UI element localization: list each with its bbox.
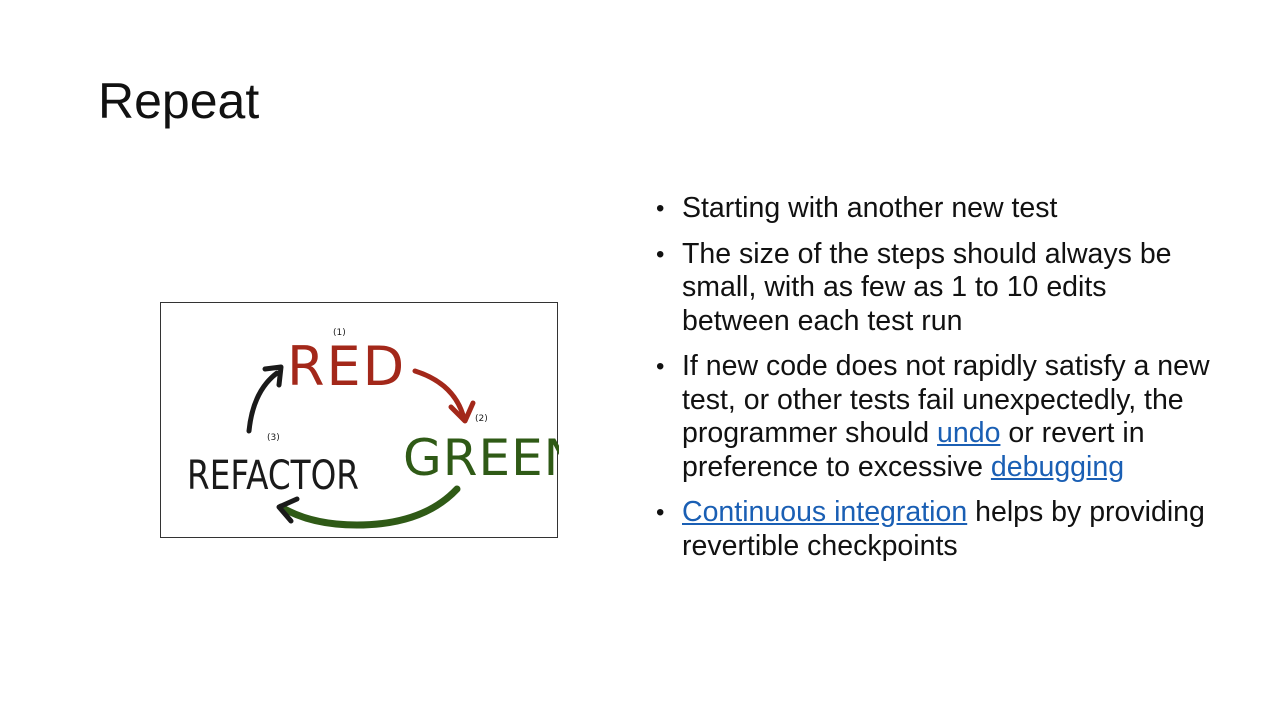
debugging-link[interactable]: debugging xyxy=(990,450,1125,483)
bullet-text: Starting with another new test xyxy=(682,192,1058,224)
bullet-item: • Continuous integration helps by provid… xyxy=(656,496,1216,563)
bullet-list: • Starting with another new test • The s… xyxy=(656,192,1216,575)
arrow-head-refactor xyxy=(276,496,300,524)
bullet-text: helps by providing revertible checkpoint… xyxy=(682,496,1205,562)
bullet-dot-icon: • xyxy=(656,195,665,222)
bullet-text: The size of the steps should always be s… xyxy=(682,237,1172,337)
arrow-head-green xyxy=(448,400,476,424)
tdd-cycle-diagram: (1) (2) (3) RED GREEN REFACTOR xyxy=(160,302,559,538)
step2-number: (2) xyxy=(475,414,488,424)
step1-label-red: RED xyxy=(287,335,406,398)
bullet-text: If new code does not rapidly satisfy a n… xyxy=(682,350,1210,449)
bullet-item: • The size of the steps should always be… xyxy=(656,238,1216,339)
step2-label-green: GREEN xyxy=(403,429,559,487)
bullet-dot-icon: • xyxy=(656,499,665,526)
arrow-green-to-refactor xyxy=(277,485,461,529)
tdd-cycle-drawing: (1) (2) (3) RED GREEN REFACTOR xyxy=(187,328,559,529)
bullet-item: • Starting with another new test xyxy=(656,192,1216,226)
undo-link[interactable]: undo xyxy=(937,417,1001,449)
slide-title: Repeat xyxy=(98,73,260,129)
step3-number: (3) xyxy=(267,433,280,443)
step3-label-refactor: REFACTOR xyxy=(187,453,359,499)
continuous-integration-link[interactable]: Continuous integration xyxy=(682,496,968,528)
arrow-refactor-to-red xyxy=(246,370,280,434)
step1-number: (1) xyxy=(333,328,346,338)
bullet-item: • If new code does not rapidly satisfy a… xyxy=(656,350,1216,484)
bullet-dot-icon: • xyxy=(656,353,665,380)
bullet-dot-icon: • xyxy=(656,240,665,268)
arrow-head-red xyxy=(262,364,284,388)
arrow-red-to-green xyxy=(412,368,466,418)
bullet-text: or revert in preference to excessive xyxy=(682,417,1145,483)
